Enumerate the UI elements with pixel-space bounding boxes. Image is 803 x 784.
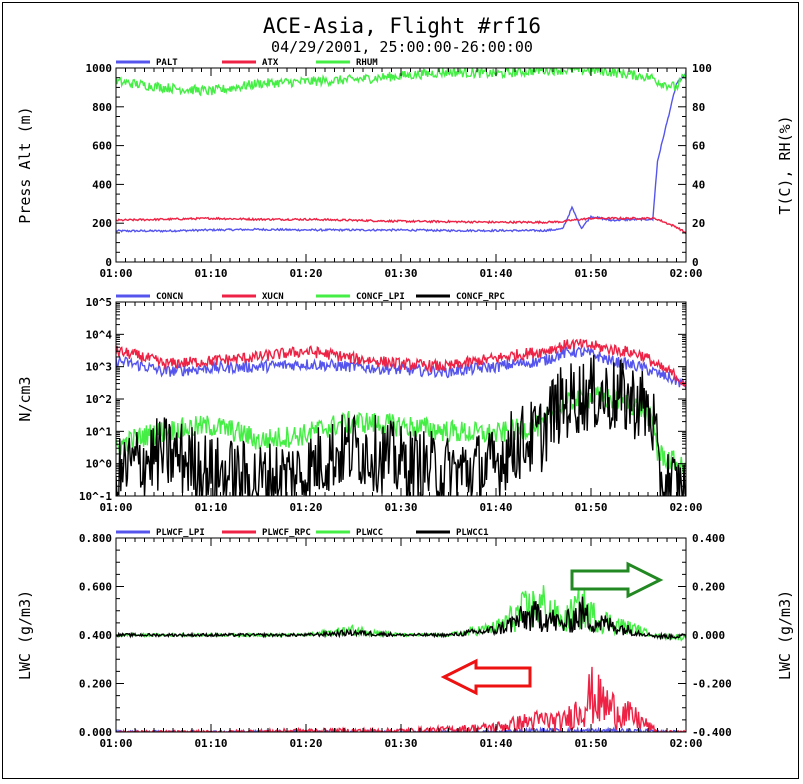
y2-tick-label: -0.200 [692, 678, 732, 691]
y2-tick-label: 60 [692, 140, 705, 153]
series-line-atx [116, 216, 686, 235]
y2-tick-label: 0.000 [692, 629, 725, 642]
y-tick-label: 10^2 [86, 393, 113, 406]
y-axis-label: N/cm3 [16, 376, 34, 421]
y-axis-label: LWC (g/m3) [16, 590, 34, 680]
x-tick-label: 01:10 [194, 501, 227, 514]
left-axis-arrow [440, 658, 532, 696]
y-tick-label: 10^4 [86, 328, 113, 341]
series-line-xucn [116, 338, 686, 388]
legend-label: PLWCF_RPC [262, 528, 311, 538]
legend-label: PLWCC1 [456, 528, 489, 538]
y2-axis-label: T(C), RH(%) [776, 115, 794, 214]
y-tick-label: 0 [105, 256, 112, 269]
x-tick-label: 01:30 [384, 737, 417, 750]
y2-tick-label: -0.400 [692, 726, 732, 739]
x-tick-label: 01:30 [384, 267, 417, 280]
x-tick-label: 01:40 [479, 737, 512, 750]
series-line-plwcf-rpc [116, 666, 686, 732]
y2-tick-label: 20 [692, 217, 705, 230]
y-tick-label: 0.000 [79, 726, 112, 739]
y-tick-label: 0.600 [79, 581, 112, 594]
legend-label: ATX [262, 58, 279, 68]
y-tick-label: 10^3 [86, 361, 113, 374]
y-tick-label: 400 [92, 178, 112, 191]
panel-1: PALT ATX RHUM 01:00 01:10 01:20 01:30 01:40 01:5… [16, 58, 794, 280]
y2-tick-label: 100 [692, 62, 712, 75]
x-tick-label: 01:00 [99, 501, 132, 514]
y-tick-label: 800 [92, 101, 112, 114]
legend-label: CONCN [156, 292, 183, 302]
y-tick-label: 600 [92, 140, 112, 153]
panel-2: CONCN XUCN CONCF_LPI CONCF_RPC 01:00 01:10 01:… [16, 292, 703, 514]
legend-label: RHUM [356, 58, 378, 68]
x-tick-label: 01:00 [99, 267, 132, 280]
x-tick-label: 01:00 [99, 737, 132, 750]
series-group [116, 585, 686, 732]
y-tick-label: 10^1 [86, 425, 113, 438]
y-tick-label: 0.200 [79, 678, 112, 691]
y-tick-label: 10^0 [86, 458, 113, 471]
legend-label: CONCF_LPI [356, 292, 405, 302]
legend-label: XUCN [262, 292, 284, 302]
y-tick-label: 10^-1 [79, 490, 112, 503]
series-line-concf-rpc [116, 354, 686, 496]
y2-tick-label: 40 [692, 178, 705, 191]
x-tick-label: 01:10 [194, 737, 227, 750]
x-tick-label: 01:50 [574, 737, 607, 750]
y2-tick-label: 0.200 [692, 581, 725, 594]
x-tick-label: 01:10 [194, 267, 227, 280]
x-tick-label: 01:20 [289, 267, 322, 280]
x-tick-label: 01:20 [289, 501, 322, 514]
legend-label: PLWCC [356, 528, 383, 538]
chart-title: ACE-Asia, Flight #rf16 [263, 14, 541, 38]
legend-label: PALT [156, 58, 178, 68]
y-axis-label: Press Alt (m) [16, 106, 34, 223]
x-tick-label: 02:00 [669, 267, 702, 280]
series-group [116, 68, 686, 235]
right-axis-arrow [570, 561, 664, 599]
y-tick-label: 1000 [86, 62, 113, 75]
x-tick-label: 01:50 [574, 501, 607, 514]
y2-tick-label: 80 [692, 101, 705, 114]
x-tick-label: 01:40 [479, 267, 512, 280]
legend-label: PLWCF_LPI [156, 528, 205, 538]
plot-border [115, 67, 687, 263]
y2-tick-label: 0 [692, 256, 699, 269]
y-tick-label: 10^5 [86, 296, 113, 309]
chart-subtitle: 04/29/2001, 25:00:00-26:00:00 [271, 38, 533, 56]
x-tick-label: 02:00 [669, 501, 702, 514]
series-line-rhum [116, 68, 686, 97]
y-tick-label: 0.800 [79, 532, 112, 545]
series-line-palt [116, 72, 686, 233]
y-tick-label: 0.400 [79, 629, 112, 642]
series-group [116, 338, 686, 496]
x-tick-label: 02:00 [669, 737, 702, 750]
y2-tick-label: 0.400 [692, 532, 725, 545]
y2-axis-label: LWC (g/m3) [776, 590, 794, 680]
x-tick-label: 01:40 [479, 501, 512, 514]
series-line-plwcc [116, 585, 686, 642]
x-tick-label: 01:50 [574, 267, 607, 280]
y-tick-label: 200 [92, 217, 112, 230]
panel-3: PLWCF_LPI PLWCF_RPC PLWCC PLWCC1 01:00 01:10 0… [16, 528, 794, 750]
x-tick-label: 01:30 [384, 501, 417, 514]
legend-label: CONCF_RPC [456, 292, 505, 302]
series-line-plwcc1 [116, 596, 686, 641]
x-tick-label: 01:20 [289, 737, 322, 750]
